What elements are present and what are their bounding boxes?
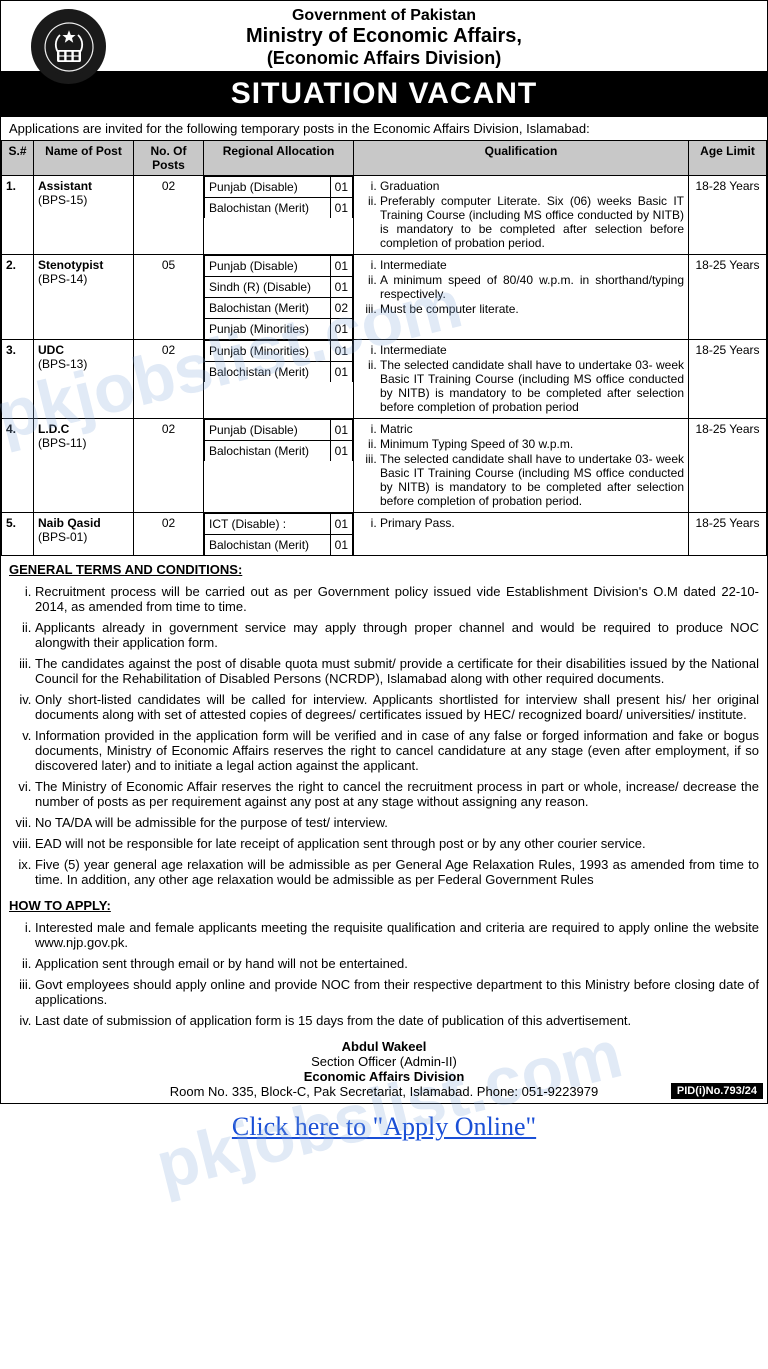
terms-item: Five (5) year general age relaxation wil… xyxy=(35,854,759,890)
cell-age-limit: 18-28 Years xyxy=(689,176,767,255)
cell-sn: 3. xyxy=(2,340,34,419)
cell-post-name: Naib Qasid(BPS-01) xyxy=(34,513,134,556)
cell-sn: 4. xyxy=(2,419,34,513)
table-header-row: S.# Name of Post No. Of Posts Regional A… xyxy=(2,141,767,176)
col-alloc: Regional Allocation xyxy=(204,141,354,176)
apply-item: Govt employees should apply online and p… xyxy=(35,974,759,1010)
terms-item: The candidates against the post of disab… xyxy=(35,653,759,689)
col-age: Age Limit xyxy=(689,141,767,176)
cell-num-posts: 02 xyxy=(134,419,204,513)
terms-item: Recruitment process will be carried out … xyxy=(35,581,759,617)
table-row: 1.Assistant(BPS-15)02Punjab (Disable)01B… xyxy=(2,176,767,255)
terms-item: Only short-listed candidates will be cal… xyxy=(35,689,759,725)
cell-post-name: UDC(BPS-13) xyxy=(34,340,134,419)
terms-item: Information provided in the application … xyxy=(35,725,759,776)
table-row: 3.UDC(BPS-13)02Punjab (Minorities)01Balo… xyxy=(2,340,767,419)
cell-post-name: Assistant(BPS-15) xyxy=(34,176,134,255)
cell-age-limit: 18-25 Years xyxy=(689,419,767,513)
col-sn: S.# xyxy=(2,141,34,176)
col-num: No. Of Posts xyxy=(134,141,204,176)
cell-sn: 1. xyxy=(2,176,34,255)
apply-item: Last date of submission of application f… xyxy=(35,1010,759,1031)
apply-list: Interested male and female applicants me… xyxy=(1,915,767,1033)
division-line: (Economic Affairs Division) xyxy=(5,48,763,69)
pid-number: PID(i)No.793/24 xyxy=(671,1083,763,1099)
officer-name: Abdul Wakeel xyxy=(5,1039,763,1054)
table-row: 4.L.D.C(BPS-11)02Punjab (Disable)01Baloc… xyxy=(2,419,767,513)
col-name: Name of Post xyxy=(34,141,134,176)
cell-num-posts: 05 xyxy=(134,255,204,340)
officer-address: Room No. 335, Block-C, Pak Secretariat, … xyxy=(5,1084,763,1099)
terms-list: Recruitment process will be carried out … xyxy=(1,579,767,892)
terms-item: EAD will not be responsible for late rec… xyxy=(35,833,759,854)
cell-age-limit: 18-25 Years xyxy=(689,513,767,556)
advertisement-page: pkjobslist.com pkjobslist.com Government… xyxy=(0,0,768,1104)
cell-qualification: GraduationPreferably computer Literate. … xyxy=(354,176,689,255)
cell-age-limit: 18-25 Years xyxy=(689,340,767,419)
terms-heading: GENERAL TERMS AND CONDITIONS: xyxy=(1,556,767,579)
col-qual: Qualification xyxy=(354,141,689,176)
cell-qualification: MatricMinimum Typing Speed of 30 w.p.m.T… xyxy=(354,419,689,513)
table-row: 5.Naib Qasid(BPS-01)02ICT (Disable) :01B… xyxy=(2,513,767,556)
intro-text: Applications are invited for the followi… xyxy=(1,117,767,140)
apply-heading: HOW TO APPLY: xyxy=(1,892,767,915)
posts-table: S.# Name of Post No. Of Posts Regional A… xyxy=(1,140,767,556)
cell-sn: 2. xyxy=(2,255,34,340)
cell-qualification: IntermediateThe selected candidate shall… xyxy=(354,340,689,419)
terms-item: The Ministry of Economic Affair reserves… xyxy=(35,776,759,812)
officer-role: Section Officer (Admin-II) xyxy=(5,1054,763,1069)
cell-allocation: Punjab (Disable)01Balochistan (Merit)01 xyxy=(204,419,354,513)
ministry-line: Ministry of Economic Affairs, xyxy=(5,25,763,48)
terms-item: No TA/DA will be admissible for the purp… xyxy=(35,812,759,833)
header: Government of Pakistan Ministry of Econo… xyxy=(1,1,767,71)
cell-age-limit: 18-25 Years xyxy=(689,255,767,340)
footer: Abdul Wakeel Section Officer (Admin-II) … xyxy=(1,1033,767,1103)
cell-num-posts: 02 xyxy=(134,176,204,255)
cell-qualification: Primary Pass. xyxy=(354,513,689,556)
apply-online-link[interactable]: Click here to "Apply Online" xyxy=(0,1104,768,1156)
cell-num-posts: 02 xyxy=(134,340,204,419)
officer-division: Economic Affairs Division xyxy=(5,1069,763,1084)
cell-allocation: ICT (Disable) :01Balochistan (Merit)01 xyxy=(204,513,354,556)
cell-num-posts: 02 xyxy=(134,513,204,556)
cell-qualification: IntermediateA minimum speed of 80/40 w.p… xyxy=(354,255,689,340)
gov-line: Government of Pakistan xyxy=(5,7,763,25)
cell-post-name: Stenotypist(BPS-14) xyxy=(34,255,134,340)
title-bar: SITUATION VACANT xyxy=(1,71,767,117)
cell-allocation: Punjab (Minorities)01Balochistan (Merit)… xyxy=(204,340,354,419)
apply-item: Interested male and female applicants me… xyxy=(35,917,759,953)
state-emblem-icon xyxy=(31,9,106,84)
table-row: 2.Stenotypist(BPS-14)05Punjab (Disable)0… xyxy=(2,255,767,340)
apply-item: Application sent through email or by han… xyxy=(35,953,759,974)
cell-allocation: Punjab (Disable)01Balochistan (Merit)01 xyxy=(204,176,354,255)
cell-sn: 5. xyxy=(2,513,34,556)
cell-allocation: Punjab (Disable)01Sindh (R) (Disable)01B… xyxy=(204,255,354,340)
terms-item: Applicants already in government service… xyxy=(35,617,759,653)
cell-post-name: L.D.C(BPS-11) xyxy=(34,419,134,513)
